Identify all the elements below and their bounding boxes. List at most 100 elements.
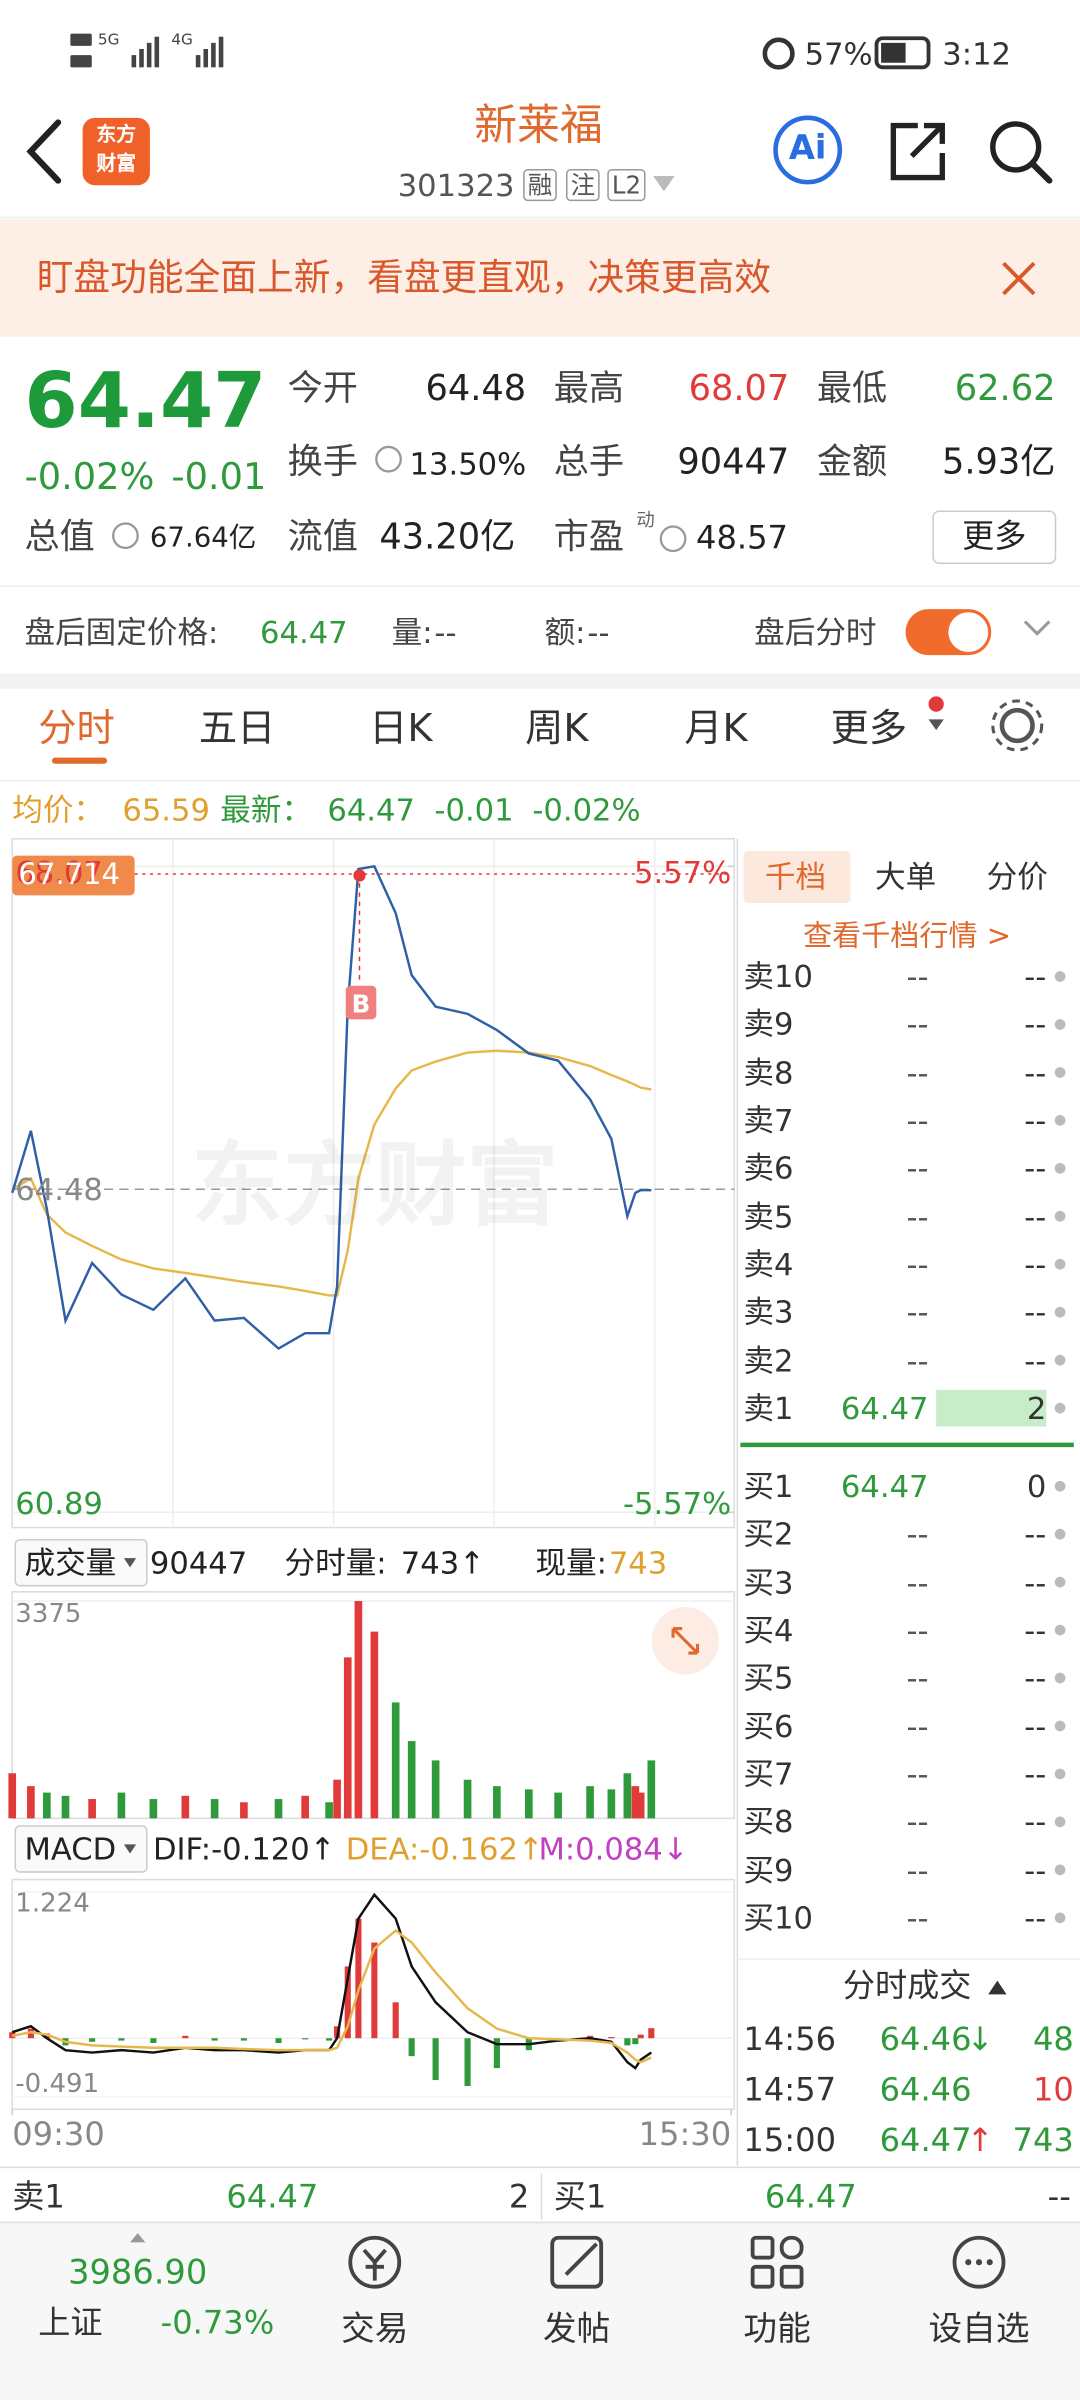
label: 64.47 xyxy=(327,791,415,829)
sort-icon[interactable] xyxy=(988,1980,1007,1995)
battery-level xyxy=(881,42,906,63)
label: -- xyxy=(1024,1245,1047,1283)
macd-bar xyxy=(632,2038,639,2045)
nav-item[interactable]: 设自选 xyxy=(928,2310,1030,2350)
row-dot xyxy=(1054,1816,1066,1828)
volume-bar xyxy=(61,1795,70,1819)
macd-bar xyxy=(392,2002,399,2039)
label: 64.47 xyxy=(879,2122,972,2159)
expand-index[interactable] xyxy=(130,2233,146,2243)
tab[interactable]: 五日 xyxy=(198,705,276,750)
label: -- xyxy=(906,1515,929,1553)
label: 今开 xyxy=(287,369,358,409)
back-button[interactable] xyxy=(26,119,62,184)
share-button[interactable] xyxy=(890,122,945,181)
volume-bar xyxy=(117,1792,126,1819)
label: 买8 xyxy=(743,1803,794,1841)
label: 新莱福 xyxy=(474,99,603,151)
badge: 融 xyxy=(523,168,557,202)
label: -- xyxy=(906,1899,929,1937)
crosshair-label-bg xyxy=(12,855,135,896)
macd-bar xyxy=(211,2038,218,2041)
label: DIF:-0.120↑ xyxy=(152,1830,336,1868)
nav-item[interactable]: 功能 xyxy=(743,2310,811,2350)
price: 64.47 xyxy=(24,356,267,446)
nav-item[interactable]: 交易 xyxy=(341,2310,409,2350)
more-button[interactable] xyxy=(932,510,1057,565)
label: -- xyxy=(1024,1006,1047,1043)
macd-bar xyxy=(344,1966,351,2039)
search-button[interactable] xyxy=(990,121,1042,173)
label: -- xyxy=(906,1851,929,1889)
nav-item[interactable]: 发帖 xyxy=(543,2310,611,2350)
label: 65.59 xyxy=(122,791,210,829)
label: -- xyxy=(1024,1563,1047,1601)
macd-bar xyxy=(637,2034,644,2039)
tab[interactable]: 日K xyxy=(369,705,433,750)
time-grid xyxy=(172,838,656,1528)
label: 14:56 xyxy=(743,2021,837,2058)
tab[interactable]: 周K xyxy=(525,705,589,750)
macd-bar xyxy=(408,2038,415,2057)
label: 90447 xyxy=(677,442,790,483)
label: -- xyxy=(1024,1515,1047,1553)
tab[interactable]: 月K xyxy=(684,705,748,750)
label: 卖1 xyxy=(12,2178,65,2216)
label: -- xyxy=(434,613,457,651)
label: -- xyxy=(587,613,610,651)
macd-bar xyxy=(624,2038,631,2046)
label: DEA:-0.162↑ xyxy=(345,1830,544,1868)
label: -- xyxy=(906,1102,929,1139)
macd-bar xyxy=(275,2038,282,2043)
label: -- xyxy=(1024,1611,1047,1649)
label: 动 xyxy=(636,509,655,531)
volume-bar xyxy=(463,1779,472,1819)
label[interactable]: 分时成交 xyxy=(842,1967,972,2005)
more-button[interactable]: 更多 xyxy=(962,517,1027,555)
indicator-selector[interactable] xyxy=(14,1825,148,1873)
macd-bar xyxy=(326,2038,333,2041)
book-tab[interactable]: 千档 xyxy=(764,858,827,896)
info-icon[interactable] xyxy=(659,525,687,553)
tab[interactable]: 分时 xyxy=(38,705,115,750)
info-icon[interactable] xyxy=(375,445,402,473)
dropdown-icon xyxy=(123,1844,137,1854)
alarm-icon xyxy=(762,37,795,70)
label: 总手 xyxy=(553,442,625,483)
book-tab[interactable]: 分价 xyxy=(986,858,1048,896)
book-tab[interactable]: 大单 xyxy=(874,858,937,896)
signal-dot xyxy=(353,869,366,882)
expand-icon[interactable] xyxy=(1023,620,1051,636)
ai-button[interactable] xyxy=(773,115,843,185)
settings-button[interactable] xyxy=(999,707,1035,744)
info-icon[interactable] xyxy=(112,522,139,550)
label: -- xyxy=(1024,1149,1047,1187)
label: 买2 xyxy=(743,1515,794,1553)
y-tick-label: 3375 xyxy=(15,1599,82,1630)
label: 5G xyxy=(97,32,120,49)
label: -- xyxy=(1024,1341,1047,1379)
row-dot xyxy=(1054,1306,1066,1318)
book-link[interactable]: 查看千档行情 > xyxy=(803,919,1012,953)
dropdown-icon xyxy=(928,719,944,731)
label: 财富 xyxy=(96,153,137,177)
label: MACD xyxy=(24,1830,117,1868)
ai-button[interactable]: Ai xyxy=(788,129,827,169)
dropdown-icon[interactable] xyxy=(653,176,675,192)
row-dot xyxy=(1054,1528,1066,1540)
volume-bar xyxy=(301,1795,309,1819)
y-tick-label: 68.07 xyxy=(15,854,103,891)
label: -- xyxy=(906,1245,929,1283)
close-button[interactable] xyxy=(1002,261,1036,296)
volume-selector[interactable] xyxy=(14,1539,148,1587)
label: 48 xyxy=(1032,2021,1074,2058)
volume-bar xyxy=(240,1802,248,1819)
y-tick-label: -0.491 xyxy=(15,2069,100,2100)
fullscreen-icon xyxy=(671,1627,700,1655)
banner-text[interactable]: 盯盘功能全面上新，看盘更直观，决策更高效 xyxy=(36,256,771,300)
macd-bar xyxy=(464,2038,471,2087)
tab[interactable]: 更多 xyxy=(830,705,908,750)
volume-bar xyxy=(149,1799,158,1819)
watermark: 东方财富 xyxy=(191,1132,559,1240)
